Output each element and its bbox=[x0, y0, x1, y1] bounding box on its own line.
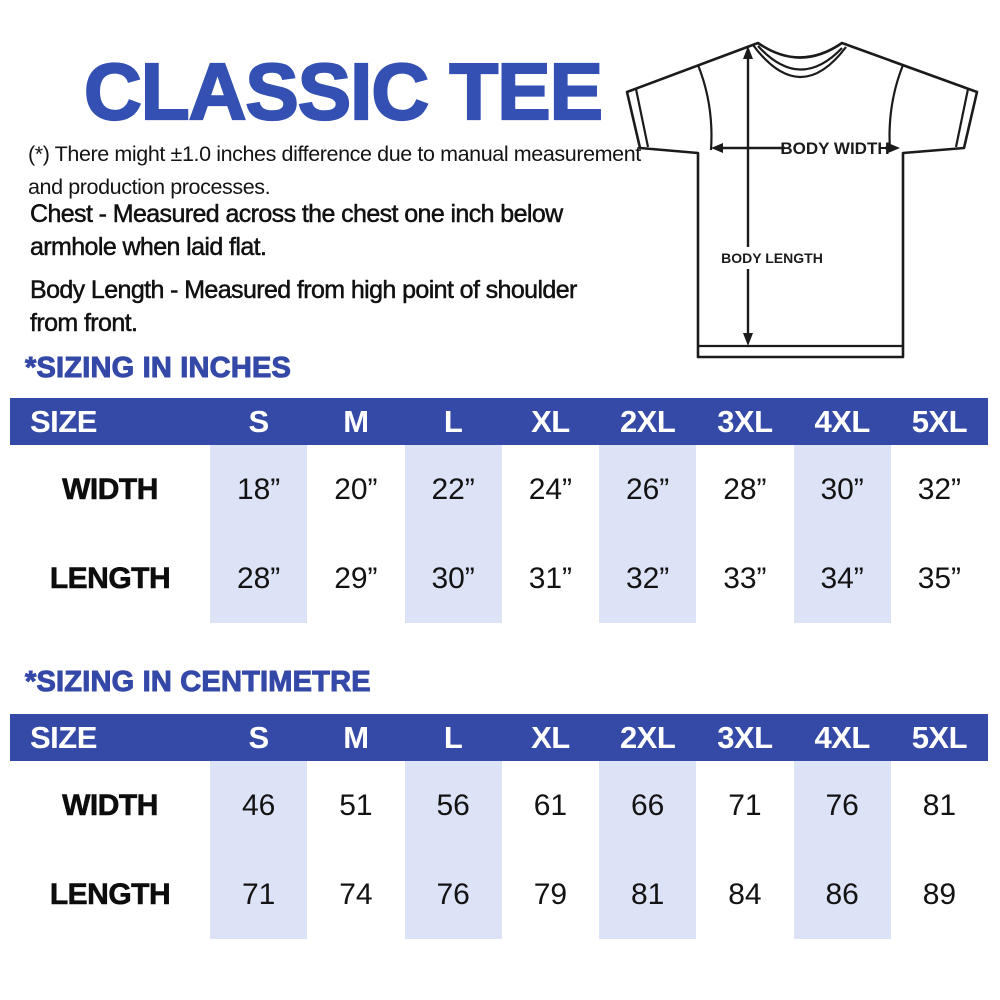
tshirt-outline bbox=[625, 41, 979, 359]
column-header-s: S bbox=[210, 398, 308, 445]
body-length-measurement-note: Body Length - Measured from high point o… bbox=[30, 274, 578, 340]
cell-length-m: 74 bbox=[339, 877, 373, 911]
disclaimer-line-2: and production processes. bbox=[28, 175, 271, 200]
cell-length-s: 71 bbox=[210, 850, 308, 939]
cell-length-xl: 31” bbox=[528, 561, 573, 595]
sizing-inches-heading: *SIZING IN INCHES bbox=[24, 352, 292, 385]
cell-length-4xl: 34” bbox=[793, 534, 891, 623]
cell-length-s: 28” bbox=[210, 534, 308, 623]
body-length-note-line-1: Body Length - Measured from high point o… bbox=[30, 276, 578, 305]
cell-length-2xl: 32” bbox=[599, 534, 697, 623]
chest-note-line-1: Chest - Measured across the chest one in… bbox=[30, 200, 564, 229]
chest-note-line-2: armhole when laid flat. bbox=[30, 233, 267, 262]
column-header-s: S bbox=[210, 714, 308, 761]
disclaimer-text: (*) There might ±1.0 inches difference d… bbox=[28, 138, 641, 205]
cell-width-s: 46 bbox=[210, 761, 308, 850]
tshirt-details bbox=[634, 44, 970, 348]
column-header-4xl: 4XL bbox=[793, 398, 891, 445]
column-header-xl: XL bbox=[501, 714, 599, 761]
cell-width-4xl: 76 bbox=[793, 761, 891, 850]
cell-length-5xl: 89 bbox=[922, 877, 957, 911]
column-header-xl: XL bbox=[501, 398, 599, 445]
cell-width-2xl: 66 bbox=[599, 761, 697, 850]
chest-measurement-note: Chest - Measured across the chest one in… bbox=[30, 198, 564, 264]
cell-width-m: 20” bbox=[334, 472, 378, 506]
column-header-2xl: 2XL bbox=[599, 714, 697, 761]
row-label-width: WIDTH bbox=[62, 788, 159, 822]
column-header-5xl: 5XL bbox=[890, 398, 988, 445]
body-width-label-bg bbox=[785, 135, 885, 160]
cell-width-s: 18” bbox=[210, 445, 308, 534]
row-label-length: LENGTH bbox=[49, 877, 171, 911]
cell-width-5xl: 81 bbox=[922, 788, 957, 822]
cell-width-xl: 24” bbox=[528, 472, 573, 506]
cell-width-3xl: 71 bbox=[728, 788, 762, 822]
body-length-label: BODY LENGTH bbox=[721, 250, 823, 266]
cell-width-3xl: 28” bbox=[723, 472, 767, 506]
cell-length-3xl: 33” bbox=[723, 561, 767, 595]
cell-length-4xl: 86 bbox=[793, 850, 891, 939]
cell-length-3xl: 84 bbox=[728, 877, 762, 911]
column-header-size: SIZE bbox=[10, 714, 210, 761]
column-header-l: L bbox=[404, 714, 502, 761]
sizing-centimetre-heading: *SIZING IN CENTIMETRE bbox=[25, 666, 372, 699]
body-width-label: BODY WIDTH bbox=[780, 139, 889, 158]
cell-length-2xl: 81 bbox=[599, 850, 697, 939]
size-table-inches: SIZE S M L XL 2XL 3XL 4XL 5XL WIDTH 18” 20” 22” 24” 26… bbox=[10, 398, 988, 623]
column-header-size: SIZE bbox=[10, 398, 210, 445]
column-header-3xl: 3XL bbox=[696, 714, 794, 761]
column-header-2xl: 2XL bbox=[599, 398, 697, 445]
cell-length-xl: 79 bbox=[533, 877, 568, 911]
column-header-m: M bbox=[307, 714, 405, 761]
cell-length-l: 76 bbox=[404, 850, 502, 939]
tshirt-diagram: BODY WIDTH BODY LENGTH bbox=[625, 41, 979, 359]
cell-width-l: 56 bbox=[404, 761, 502, 850]
disclaimer-line-1: (*) There might ±1.0 inches difference d… bbox=[28, 142, 641, 166]
page-title: CLASSIC TEE bbox=[83, 46, 604, 137]
cell-width-2xl: 26” bbox=[599, 445, 697, 534]
cell-width-m: 51 bbox=[339, 788, 373, 822]
row-label-length: LENGTH bbox=[49, 561, 171, 595]
cell-width-5xl: 32” bbox=[917, 472, 962, 506]
cell-width-l: 22” bbox=[404, 445, 502, 534]
column-header-5xl: 5XL bbox=[890, 714, 988, 761]
column-header-4xl: 4XL bbox=[793, 714, 891, 761]
body-length-arrow-icon bbox=[743, 46, 753, 346]
size-table-centimetre: SIZE S M L XL 2XL 3XL 4XL 5XL WIDTH 46 51 56 61 66 71 76… bbox=[10, 714, 988, 939]
column-header-l: L bbox=[404, 398, 502, 445]
cell-length-5xl: 35” bbox=[917, 561, 962, 595]
cell-length-m: 29” bbox=[334, 561, 378, 595]
cell-length-l: 30” bbox=[404, 534, 502, 623]
body-length-label-bg bbox=[725, 247, 819, 269]
cell-width-4xl: 30” bbox=[793, 445, 891, 534]
column-header-3xl: 3XL bbox=[696, 398, 794, 445]
column-header-m: M bbox=[307, 398, 405, 445]
cell-width-xl: 61 bbox=[533, 788, 568, 822]
body-length-note-line-2: from front. bbox=[30, 309, 138, 338]
row-label-width: WIDTH bbox=[62, 472, 159, 506]
